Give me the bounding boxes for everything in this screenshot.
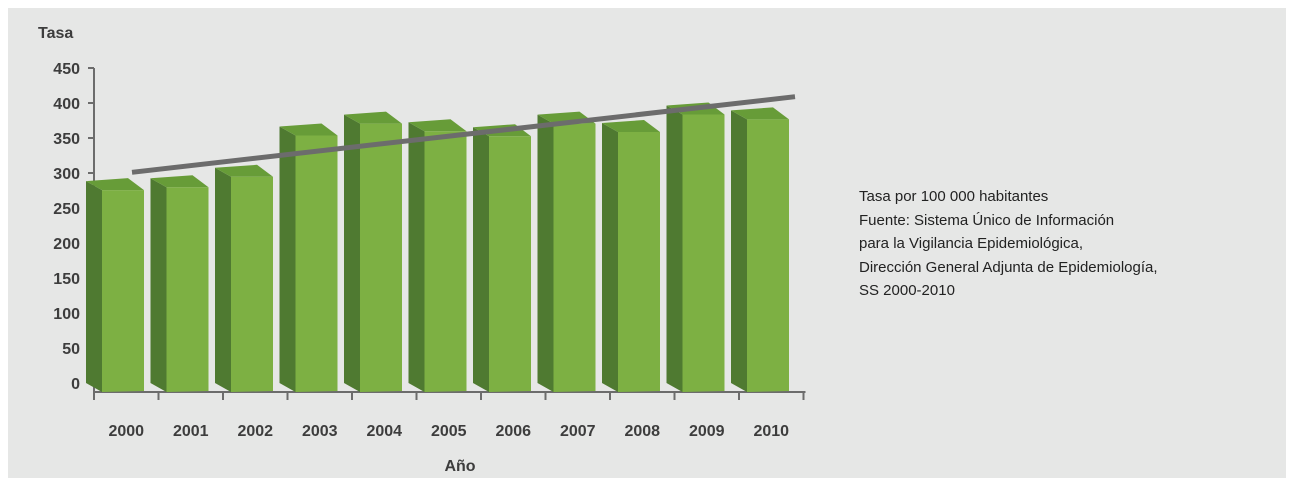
x-tick-label: 2009 (689, 423, 725, 440)
bar-front-face (166, 187, 209, 392)
x-tick-label: 2002 (237, 423, 273, 440)
bar-front-face (295, 135, 338, 392)
x-tick-label: 2004 (366, 423, 402, 440)
x-axis-title: Año (444, 458, 475, 475)
bar-top-face (408, 119, 467, 132)
y-tick-label: 300 (53, 166, 80, 183)
bar-top-face (215, 164, 273, 177)
y-tick-label: 200 (53, 236, 80, 253)
bar-side-face (731, 110, 747, 393)
x-tick-label: 2000 (108, 423, 144, 440)
x-tick-label: 2008 (624, 423, 660, 440)
note-line-system: para la Vigilancia Epidemiológica, (859, 235, 1084, 252)
bar (344, 111, 402, 392)
note-line-directorate: Dirección General Adjunta de Epidemiolog… (859, 258, 1158, 276)
y-tick-label: 350 (53, 131, 80, 148)
y-tick-label: 50 (62, 341, 80, 358)
bar (731, 107, 789, 393)
y-tick-label: 450 (53, 61, 80, 78)
x-tick-label: 2007 (560, 423, 596, 440)
y-axis-title: Tasa (38, 25, 73, 42)
bar (86, 178, 144, 392)
x-tick-label: 2005 (431, 423, 467, 440)
y-axis: 0 50 100 150 200 250 300 350 400 450 (53, 61, 95, 393)
bars-group (86, 102, 789, 393)
bar (602, 120, 660, 392)
bar-top-face (86, 178, 144, 191)
x-tick-label: 2010 (753, 423, 789, 440)
bar (215, 164, 273, 392)
x-tick-label: 2001 (173, 423, 209, 440)
y-tick-label: 250 (53, 201, 80, 218)
bar-side-face (408, 122, 425, 393)
bar-front-face (553, 123, 596, 392)
trendline-group (131, 94, 796, 175)
bar-front-face (489, 136, 531, 392)
bar-side-face (666, 105, 683, 392)
bar-side-face (215, 167, 231, 392)
bar-side-face (279, 126, 296, 392)
bar-top-face (602, 120, 660, 132)
y-tick-label: 100 (53, 306, 80, 323)
bar-front-face (102, 190, 144, 392)
bar (279, 123, 338, 392)
bar-front-face (360, 123, 402, 392)
y-tick-label: 0 (71, 376, 80, 393)
trendline (131, 94, 796, 175)
bar-front-face (618, 132, 660, 392)
bar-top-face (344, 111, 402, 124)
x-axis: 2000 2001 2002 2003 2004 2005 2006 2007 2008 2009… (93, 391, 806, 440)
chart-panel: Tasa Año 0 50 100 150 200 250 300 350 400 450 200… (8, 8, 1286, 478)
bar-top-face (731, 107, 789, 120)
bar-side-face (150, 178, 167, 392)
bar-side-face (344, 114, 360, 392)
bar-side-face (473, 127, 489, 392)
bar-chart: Tasa Año 0 50 100 150 200 250 300 350 400 450 200… (38, 25, 806, 475)
bar (537, 111, 596, 392)
y-tick-label: 400 (53, 96, 80, 113)
bar (666, 102, 725, 392)
x-tick-label: 2003 (302, 423, 338, 440)
bar-front-face (747, 119, 789, 393)
bar-side-face (537, 114, 554, 392)
y-tick-label: 150 (53, 271, 80, 288)
bar (408, 119, 467, 393)
bar-front-face (682, 114, 725, 392)
bar-side-face (602, 123, 618, 392)
bar-front-face (231, 176, 273, 392)
bar (473, 124, 531, 392)
chart-notes: Tasa por 100 000 habitantes Fuente: Sist… (859, 185, 1158, 303)
bar (150, 175, 209, 392)
bar-side-face (86, 181, 102, 392)
bar-top-face (279, 123, 338, 136)
x-tick-label: 2006 (495, 423, 531, 440)
bar-front-face (424, 131, 467, 393)
note-line-source: Fuente: Sistema Único de Información (859, 211, 1115, 229)
note-line-rate: Tasa por 100 000 habitantes (859, 188, 1049, 205)
note-line-period: SS 2000-2010 (859, 282, 955, 299)
bar-top-face (150, 175, 209, 188)
